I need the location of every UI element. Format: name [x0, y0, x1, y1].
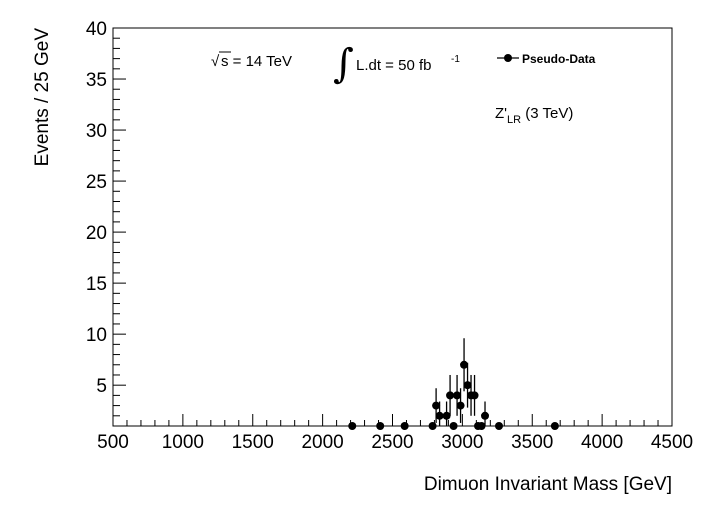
y-tick-label: 30 [86, 121, 107, 142]
y-tick-label: 15 [86, 274, 107, 295]
axis-ticks [112, 27, 673, 427]
data-point [453, 391, 462, 400]
legend: Pseudo-Data [497, 52, 596, 66]
data-points [348, 338, 559, 430]
luminosity-exponent: -1 [451, 54, 460, 65]
y-tick-label: 35 [86, 70, 107, 91]
data-point [376, 422, 385, 430]
y-tick-label: 40 [86, 19, 107, 40]
axis-tick-labels: 500 1000 1500 2000 2500 3000 3500 4000 4500 5 10 15… [86, 19, 693, 453]
x-tick-label: 1000 [162, 432, 204, 453]
data-point [446, 391, 455, 400]
data-point [494, 422, 503, 430]
y-tick-label: 20 [86, 223, 107, 244]
data-point [435, 411, 444, 420]
data-point [428, 422, 437, 430]
y-tick-label: 10 [86, 325, 107, 346]
data-point [550, 422, 559, 430]
x-tick-label: 4500 [651, 432, 693, 453]
data-point [442, 411, 451, 420]
data-point [456, 401, 465, 410]
x-tick-label: 3000 [441, 432, 483, 453]
luminosity-label: L.dt = 50 fb [356, 57, 431, 74]
data-point [470, 391, 479, 400]
x-tick-label: 4000 [581, 432, 623, 453]
x-tick-label: 2500 [371, 432, 413, 453]
plot-frame [112, 27, 673, 427]
y-tick-label: 25 [86, 172, 107, 193]
sqrt-symbol: √ [211, 53, 220, 70]
data-point [477, 422, 486, 430]
integral-symbol: ∫ [333, 41, 354, 87]
model-label: Z'LR (3 TeV) [495, 105, 573, 126]
legend-marker [504, 54, 512, 62]
y-axis-title: Events / 25 GeV [32, 28, 53, 167]
data-point [463, 381, 472, 390]
data-point [400, 422, 409, 430]
x-tick-label: 3500 [511, 432, 553, 453]
data-point [460, 360, 469, 369]
legend-label: Pseudo-Data [522, 52, 596, 66]
data-point [432, 401, 441, 410]
x-tick-label: 2000 [301, 432, 343, 453]
x-tick-label: 500 [97, 432, 129, 453]
data-point [449, 422, 458, 430]
y-tick-label: 5 [96, 376, 107, 397]
energy-label: s = 14 TeV [221, 53, 292, 70]
x-axis-title: Dimuon Invariant Mass [GeV] [424, 474, 672, 495]
data-point [481, 411, 490, 420]
data-point [348, 422, 357, 430]
x-tick-label: 1500 [232, 432, 274, 453]
